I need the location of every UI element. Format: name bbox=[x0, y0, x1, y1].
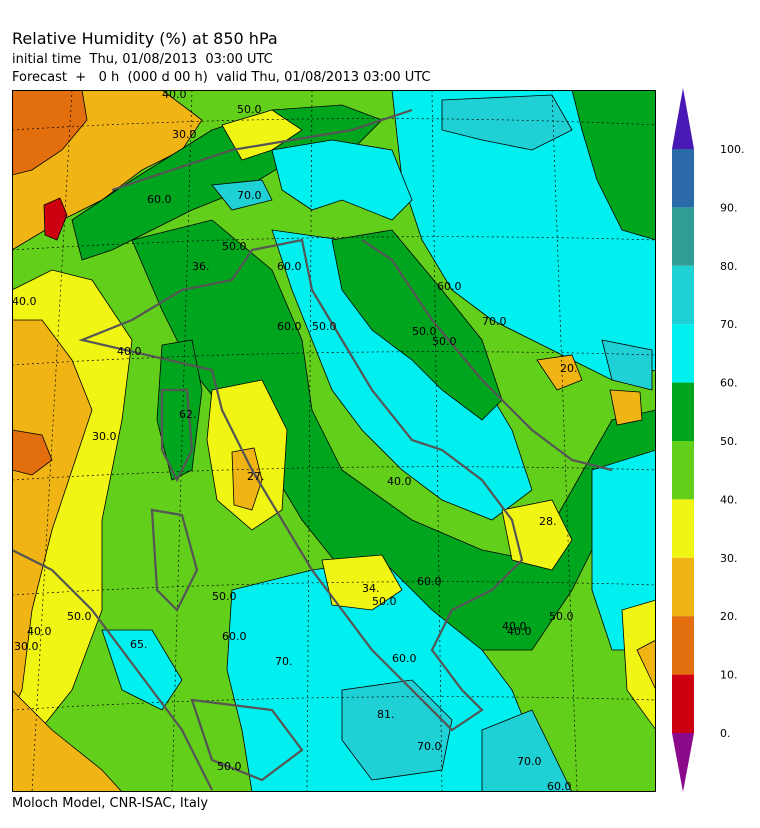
colorbar-underflow-arrow bbox=[672, 733, 694, 792]
colorbar-tick-label: 30. bbox=[720, 552, 738, 565]
colorbar-tick-label: 80. bbox=[720, 260, 738, 273]
contour-label: 27. bbox=[247, 470, 265, 483]
colorbar-band bbox=[672, 265, 694, 325]
contour-label: 60.0 bbox=[277, 320, 302, 333]
map-frame bbox=[12, 90, 656, 792]
contour-label: 70.0 bbox=[417, 740, 442, 753]
colorbar-tick-label: 90. bbox=[720, 201, 738, 214]
colorbar-band bbox=[672, 557, 694, 617]
field-60-70-ne bbox=[391, 90, 656, 381]
contour-label: 70.0 bbox=[517, 755, 542, 768]
colorbar-tick-label: 10. bbox=[720, 669, 738, 682]
contour-label: 50.0 bbox=[237, 103, 262, 116]
field-10-20-west bbox=[12, 429, 53, 476]
graticule bbox=[12, 90, 656, 792]
colorbar-band bbox=[672, 674, 694, 733]
contour-label: 60.0 bbox=[277, 260, 302, 273]
contour-label: 60.0 bbox=[392, 652, 417, 665]
contour-label: 40.0 bbox=[12, 295, 37, 308]
colorbar-tick-label: 0. bbox=[720, 727, 731, 740]
contour-label: 60.0 bbox=[147, 193, 172, 206]
coastlines bbox=[12, 108, 613, 791]
contour-label: 50.0 bbox=[432, 335, 457, 348]
field-70-80-east-spot bbox=[601, 339, 653, 391]
field-70-80-southeast bbox=[481, 709, 573, 792]
colorbar-tick-label: 70. bbox=[720, 318, 738, 331]
colorbar-tick-label: 40. bbox=[720, 493, 738, 506]
colorbar-band bbox=[672, 441, 694, 500]
field-50-60-adriatic bbox=[331, 229, 503, 421]
field-10-20-nw bbox=[12, 90, 88, 176]
initial-time-label: initial time Thu, 01/08/2013 03:00 UTC bbox=[12, 52, 273, 67]
colorbar-band bbox=[672, 207, 694, 266]
field-20-30-sw bbox=[12, 689, 123, 792]
contour-label: 40.0 bbox=[117, 345, 142, 358]
field-50-60-ne bbox=[571, 90, 656, 241]
field-60-70-alps bbox=[271, 139, 413, 221]
contour-label: 60.0 bbox=[222, 630, 247, 643]
colorbar-overflow-arrow bbox=[672, 88, 694, 149]
colorbar-band bbox=[672, 499, 694, 558]
contour-label: 70.0 bbox=[482, 315, 507, 328]
humidity-map: 40.0 50.0 30.0 60.0 70.0 36. 60.0 40.0 4… bbox=[12, 90, 656, 792]
contour-label: 50.0 bbox=[549, 610, 574, 623]
colorbar-band bbox=[672, 382, 694, 441]
field-20-30-tyrrhenian bbox=[231, 447, 263, 511]
colorbar-tick-label: 100. bbox=[720, 143, 745, 156]
model-credit: Moloch Model, CNR-ISAC, Italy bbox=[12, 796, 209, 811]
contour-label: 30.0 bbox=[14, 640, 39, 653]
chart-title: Relative Humidity (%) at 850 hPa bbox=[12, 29, 278, 48]
colorbar-band bbox=[672, 149, 694, 208]
field-20-30-balkan-spot bbox=[536, 354, 583, 391]
contour-label: 60.0 bbox=[547, 780, 572, 792]
field-70-80-alps bbox=[211, 179, 273, 211]
contour-label: 70. bbox=[275, 655, 293, 668]
contour-label: 50.0 bbox=[312, 320, 337, 333]
contour-label: 20. bbox=[560, 362, 578, 375]
contour-label: 50.0 bbox=[412, 325, 437, 338]
colorbar-tick-label: 60. bbox=[720, 377, 738, 390]
field-20-30-se bbox=[636, 639, 656, 691]
colorbar-tick-label: 50. bbox=[720, 435, 738, 448]
contour-label: 36. bbox=[192, 260, 210, 273]
contour-label: 40.0 bbox=[507, 625, 532, 638]
contour-label: 30.0 bbox=[172, 128, 197, 141]
field-30-40-se bbox=[621, 599, 656, 731]
colorbar-band bbox=[672, 324, 694, 383]
contour-labels: 40.0 50.0 30.0 60.0 70.0 36. 60.0 40.0 4… bbox=[12, 90, 578, 792]
field-70-80-ne bbox=[441, 94, 573, 151]
contour-label: 70.0 bbox=[237, 189, 262, 202]
contour-label: 60.0 bbox=[417, 575, 442, 588]
contour-label: 50.0 bbox=[67, 610, 92, 623]
colorbar-tick-label: 20. bbox=[720, 610, 738, 623]
contour-label: 40.0 bbox=[502, 620, 527, 633]
contour-label: 40.0 bbox=[162, 90, 187, 101]
contour-label: 81. bbox=[377, 708, 395, 721]
field-20-30-east-spot bbox=[609, 389, 643, 426]
contour-label: 50.0 bbox=[372, 595, 397, 608]
colorbar-band bbox=[672, 616, 694, 675]
contour-label: 50.0 bbox=[222, 240, 247, 253]
contour-label: 62. bbox=[179, 408, 197, 421]
contour-label: 40.0 bbox=[27, 625, 52, 638]
field-30-40-ionian bbox=[321, 554, 403, 611]
contour-label: 50.0 bbox=[212, 590, 237, 603]
colorbar-legend: 100. 90. 80. 70. 60. 50. 40. 30. 20. 10. 0. bbox=[672, 88, 745, 792]
forecast-valid-label: Forecast + 0 h (000 d 00 h) valid Thu, 0… bbox=[12, 70, 431, 85]
contour-label: 40.0 bbox=[387, 475, 412, 488]
contour-label: 30.0 bbox=[92, 430, 117, 443]
contour-label: 50.0 bbox=[217, 760, 242, 773]
field-0-10-nw bbox=[43, 197, 68, 241]
contour-label: 60.0 bbox=[437, 280, 462, 293]
contour-label: 65. bbox=[130, 638, 148, 651]
contour-label: 28. bbox=[539, 515, 557, 528]
contour-label: 34. bbox=[362, 582, 380, 595]
